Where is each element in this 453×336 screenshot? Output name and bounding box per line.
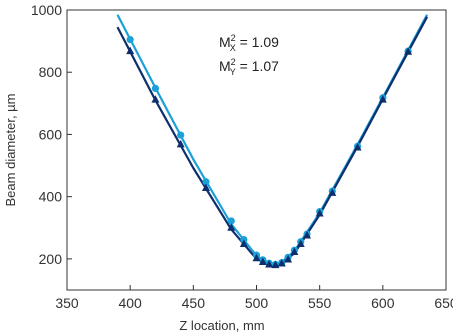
y-tick-label: 600	[39, 126, 63, 142]
data-point-triangle	[126, 46, 135, 55]
data-point-triangle	[315, 208, 324, 217]
m2-x-label: M2 X = 1.09	[219, 33, 279, 53]
y-tick-label: 400	[39, 189, 63, 205]
data-point-triangle	[151, 95, 160, 103]
data-point-triangle	[252, 253, 261, 262]
data-point-triangle	[284, 255, 293, 263]
x-tick-label: 400	[118, 295, 142, 311]
x-tick-label: 350	[55, 295, 79, 311]
data-point-triangle	[290, 247, 299, 256]
data-point-circle	[202, 178, 210, 186]
y-axis-title: Beam diameter, µm	[3, 94, 18, 207]
x-tick-label: 450	[182, 295, 206, 311]
data-point-triangle	[296, 239, 305, 247]
data-point-triangle	[227, 223, 236, 231]
m2-y-label: M2 Y = 1.07	[219, 57, 279, 77]
data-point-circle	[126, 35, 134, 44]
data-point-triangle	[404, 47, 413, 55]
data-point-triangle	[277, 259, 286, 267]
data-point-circle	[151, 84, 160, 92]
fit-curve-series-1	[116, 14, 429, 266]
data-point-triangle	[176, 139, 185, 148]
data-point-triangle	[201, 183, 210, 191]
x-axis-title: Z location, mm	[179, 318, 264, 333]
fit-curves	[116, 14, 429, 267]
data-markers	[126, 35, 413, 269]
y-tick-label: 800	[39, 64, 63, 80]
data-point-triangle	[265, 259, 274, 268]
data-point-triangle	[328, 188, 337, 196]
data-point-circle	[177, 131, 185, 139]
data-point-triangle	[303, 231, 312, 239]
x-tick-label: 500	[245, 295, 269, 311]
x-tick-label: 650	[434, 295, 453, 311]
x-tick-label: 550	[308, 295, 332, 311]
data-point-circle	[227, 217, 235, 225]
fit-curve-series-2	[116, 16, 429, 267]
data-point-triangle	[239, 239, 248, 247]
y-tick-label: 1000	[31, 2, 62, 18]
data-point-triangle	[353, 143, 362, 151]
data-point-triangle	[271, 260, 280, 269]
tick-labels: 350 400 450 500 550 600 650 200 400 600 800 1000	[31, 2, 453, 311]
m-squared-annotation: M2 X = 1.09 M2 Y = 1.07	[219, 33, 279, 77]
axes	[66, 9, 447, 291]
data-point-triangle	[378, 95, 387, 103]
plot-frame	[66, 9, 447, 291]
y-tick-label: 200	[39, 251, 63, 267]
data-point-triangle	[258, 257, 267, 265]
x-tick-label: 600	[371, 295, 395, 311]
